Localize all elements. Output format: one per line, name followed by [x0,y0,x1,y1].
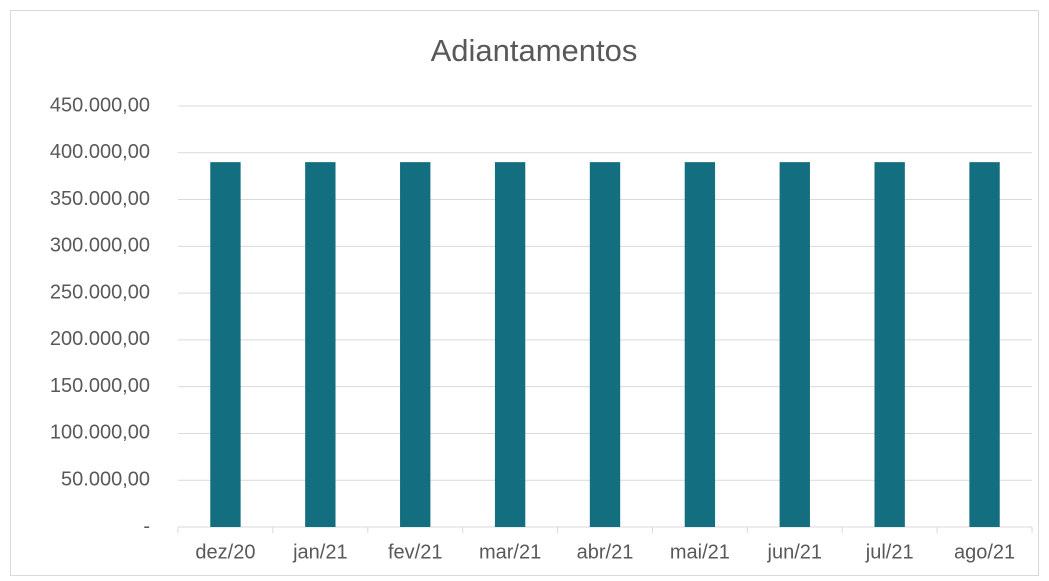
x-tick-label: jan/21 [292,541,348,563]
bar [210,162,241,527]
x-tick-label: fev/21 [388,541,442,563]
chart-title: Adiantamentos [431,33,638,68]
y-tick-label: 250.000,00 [50,281,150,303]
y-tick-label: 200.000,00 [50,328,150,350]
x-tick-label: jul/21 [865,541,914,563]
bar [684,162,716,527]
y-tick-label: 450.000,00 [50,94,150,116]
x-tick-label: dez/20 [195,541,255,563]
y-tick-label: 400.000,00 [50,141,150,163]
y-tick-label: - [143,515,150,537]
y-tick-label: 50.000,00 [61,469,150,491]
y-tick-label: 150.000,00 [50,375,150,397]
y-tick-label: 350.000,00 [50,188,150,210]
x-tick-label: jun/21 [767,541,823,563]
x-tick-label: abr/21 [577,541,634,563]
bar [874,162,905,527]
bar [969,162,1000,527]
y-tick-label: 300.000,00 [50,235,150,257]
bar [494,162,526,527]
x-tick-label: mar/21 [479,541,541,563]
bar [305,162,336,527]
x-tick-label: ago/21 [954,541,1015,563]
bar [400,162,431,527]
x-tick-label: mai/21 [670,541,730,563]
bar [779,162,810,527]
y-tick-label: 100.000,00 [50,422,150,444]
bar [589,162,621,527]
